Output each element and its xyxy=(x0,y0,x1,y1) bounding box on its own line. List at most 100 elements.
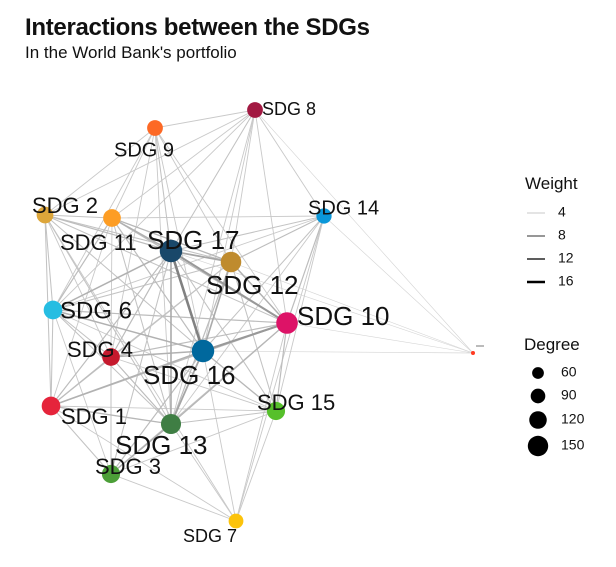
edge-SDG16-SDG9 xyxy=(154,127,204,352)
node-label-sdg-2: SDG 2 xyxy=(32,193,98,218)
edge-SDG10-SDG9 xyxy=(154,127,288,324)
edge-SDG13-SDG10 xyxy=(170,322,288,425)
edge-SDG13-SDG1 xyxy=(50,405,172,425)
node-sdg-15[interactable] xyxy=(266,401,286,421)
degree-legend-swatch xyxy=(527,435,549,457)
node-label-sdg-13: SDG 13 xyxy=(115,430,208,460)
edge-SDG7-SDG2 xyxy=(44,214,237,522)
node-label-sdg-3: SDG 3 xyxy=(95,454,161,479)
node-sdg-4[interactable] xyxy=(102,348,120,366)
edge-SDG16-SDG1 xyxy=(50,350,204,407)
node-sdg-5-label-mark xyxy=(476,345,484,347)
edge-SDG16-SDG13 xyxy=(170,350,204,425)
node-sdg-17[interactable] xyxy=(159,239,183,263)
edge-SDG9-SDG13 xyxy=(154,127,172,425)
edge-SDG16-SDG8 xyxy=(202,109,256,352)
edge-SDG5-SDG8 xyxy=(254,109,474,354)
degree-legend-swatch xyxy=(529,411,547,429)
node-sdg-2[interactable] xyxy=(36,206,54,224)
edge-SDG15-SDG7 xyxy=(235,410,277,522)
edge-SDG13-SDG6 xyxy=(52,309,172,425)
edge-SDG17-SDG11 xyxy=(111,217,172,252)
edge-SDG14-SDG7 xyxy=(235,215,325,522)
node-sdg-11[interactable] xyxy=(103,209,121,227)
edge-SDG16-SDG10 xyxy=(201,321,289,353)
edge-SDG11-SDG4 xyxy=(110,217,113,358)
edge-SDG16-SDG14 xyxy=(202,215,325,352)
edge-SDG13-SDG14 xyxy=(170,215,325,425)
degree-legend-label: 120 xyxy=(561,411,585,427)
node-label-sdg-9: SDG 9 xyxy=(114,139,174,161)
node-sdg-12[interactable] xyxy=(220,251,242,273)
node-label-sdg-1: SDG 1 xyxy=(61,404,127,429)
node-sdg-6[interactable] xyxy=(43,300,63,320)
edge-SDG4-SDG1 xyxy=(50,356,112,407)
degree-legend: Degree 60 90 120 150 xyxy=(524,335,585,457)
nodes-layer xyxy=(36,102,475,529)
edge-SDG10-SDG2 xyxy=(44,214,288,324)
edge-SDG16-SDG12 xyxy=(202,261,232,352)
edge-SDG17-SDG6 xyxy=(52,250,172,311)
node-sdg-13[interactable] xyxy=(160,413,182,435)
node-label-sdg-7: SDG 7 xyxy=(183,526,237,546)
node-sdg-8[interactable] xyxy=(247,102,263,118)
edge-SDG6-SDG11 xyxy=(52,217,113,311)
edge-SDG12-SDG10 xyxy=(230,261,288,324)
edge-SDG13-SDG7 xyxy=(170,423,237,522)
edge-SDG17-SDG2 xyxy=(44,214,172,252)
node-sdg-9[interactable] xyxy=(147,120,163,136)
edge-SDG1-SDG15 xyxy=(50,405,277,412)
node-label-sdg-16: SDG 16 xyxy=(143,360,236,390)
edge-SDG17-SDG14 xyxy=(170,215,325,252)
edge-SDG17-SDG4 xyxy=(110,250,172,358)
edge-SDG13-SDG2 xyxy=(44,214,172,425)
node-sdg-3[interactable] xyxy=(101,464,121,484)
edge-SDG8-SDG6 xyxy=(52,109,256,311)
edge-SDG6-SDG1 xyxy=(50,309,54,407)
edge-SDG10-SDG6 xyxy=(52,309,288,324)
edge-SDG12-SDG15 xyxy=(230,261,277,412)
node-sdg-16[interactable] xyxy=(191,339,215,363)
node-sdg-7[interactable] xyxy=(228,513,244,529)
node-label-sdg-4: SDG 4 xyxy=(67,337,133,362)
edge-SDG3-SDG15 xyxy=(110,410,277,475)
weight-legend-title: Weight xyxy=(525,174,578,193)
edge-SDG10-SDG14 xyxy=(286,215,325,324)
edge-SDG11-SDG9 xyxy=(111,127,156,219)
degree-legend-label: 90 xyxy=(561,387,577,403)
edge-SDG1-SDG7 xyxy=(50,405,237,522)
node-sdg-10[interactable] xyxy=(276,312,298,334)
node-label-sdg-14: SDG 14 xyxy=(308,197,379,219)
edge-SDG4-SDG15 xyxy=(110,356,277,412)
chart-subtitle: In the World Bank's portfolio xyxy=(25,43,237,62)
edges-layer xyxy=(44,109,474,522)
degree-legend-title: Degree xyxy=(524,335,580,354)
edge-SDG17-SDG9 xyxy=(154,127,172,252)
edge-SDG17-SDG10 xyxy=(169,249,289,325)
edge-SDG17-SDG8 xyxy=(170,109,256,252)
edge-SDG13-SDG4 xyxy=(110,356,172,425)
edge-SDG17-SDG16 xyxy=(169,249,205,353)
node-sdg-14[interactable] xyxy=(316,208,332,224)
edge-SDG8-SDG14 xyxy=(254,109,325,217)
weight-legend-label: 8 xyxy=(558,227,566,243)
edge-SDG16-SDG15 xyxy=(202,350,277,412)
edge-SDG10-SDG15 xyxy=(275,322,288,412)
node-sdg-1[interactable] xyxy=(41,396,61,416)
degree-legend-label: 150 xyxy=(561,437,585,453)
node-sdg-5[interactable] xyxy=(471,351,475,355)
degree-legend-swatch xyxy=(532,367,544,379)
edge-SDG12-SDG2 xyxy=(44,214,232,263)
node-label-sdg-12: SDG 12 xyxy=(206,270,299,300)
edge-SDG16-SDG7 xyxy=(202,350,237,522)
degree-legend-label: 60 xyxy=(561,364,577,380)
edge-SDG13-SDG15 xyxy=(170,410,277,425)
edge-SDG15-SDG14 xyxy=(275,215,325,412)
edge-SDG8-SDG2 xyxy=(44,109,256,216)
chart-title: Interactions between the SDGs xyxy=(25,14,370,41)
edge-SDG16-SDG2 xyxy=(44,214,204,352)
edge-SDG6-SDG4 xyxy=(52,309,112,358)
edge-SDG11-SDG14 xyxy=(111,215,325,219)
edge-SDG2-SDG9 xyxy=(44,127,156,216)
